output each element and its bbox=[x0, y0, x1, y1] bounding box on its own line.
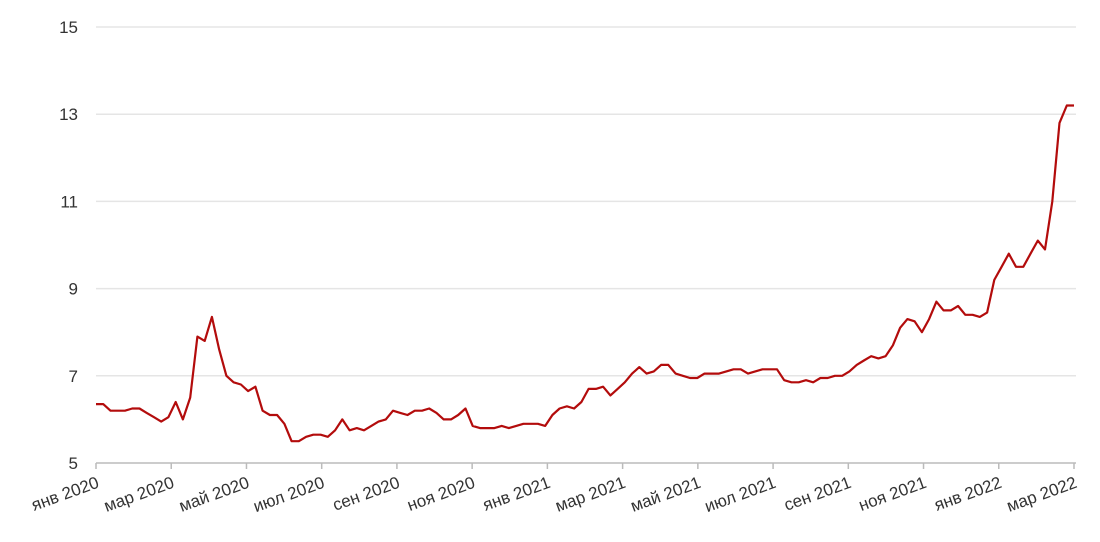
y-tick-label: 13 bbox=[59, 105, 78, 124]
y-tick-label: 11 bbox=[60, 192, 78, 211]
x-tick-label: янв 2022 bbox=[932, 473, 1004, 515]
x-tick-label: сен 2020 bbox=[330, 473, 402, 515]
x-tick-label: май 2021 bbox=[628, 473, 703, 516]
x-tick-label: май 2020 bbox=[177, 473, 252, 516]
x-tick-label: мар 2020 bbox=[101, 473, 176, 516]
x-tick-label: янв 2020 bbox=[29, 473, 101, 515]
x-tick-label: мар 2022 bbox=[1004, 473, 1079, 516]
x-tick-label: июл 2021 bbox=[702, 473, 778, 516]
x-tick-label: сен 2021 bbox=[782, 473, 854, 515]
y-tick-label: 15 bbox=[59, 18, 78, 37]
x-tick-label: ноя 2021 bbox=[856, 473, 929, 515]
y-tick-label: 7 bbox=[69, 367, 78, 386]
x-tick-label: янв 2021 bbox=[480, 473, 552, 515]
y-tick-label: 5 bbox=[69, 454, 78, 473]
x-tick-label: мар 2021 bbox=[553, 473, 628, 516]
data-line bbox=[96, 104, 1074, 443]
x-tick-label: июл 2020 bbox=[251, 473, 327, 516]
x-tick-label: ноя 2020 bbox=[405, 473, 478, 515]
y-tick-label: 9 bbox=[69, 280, 78, 299]
